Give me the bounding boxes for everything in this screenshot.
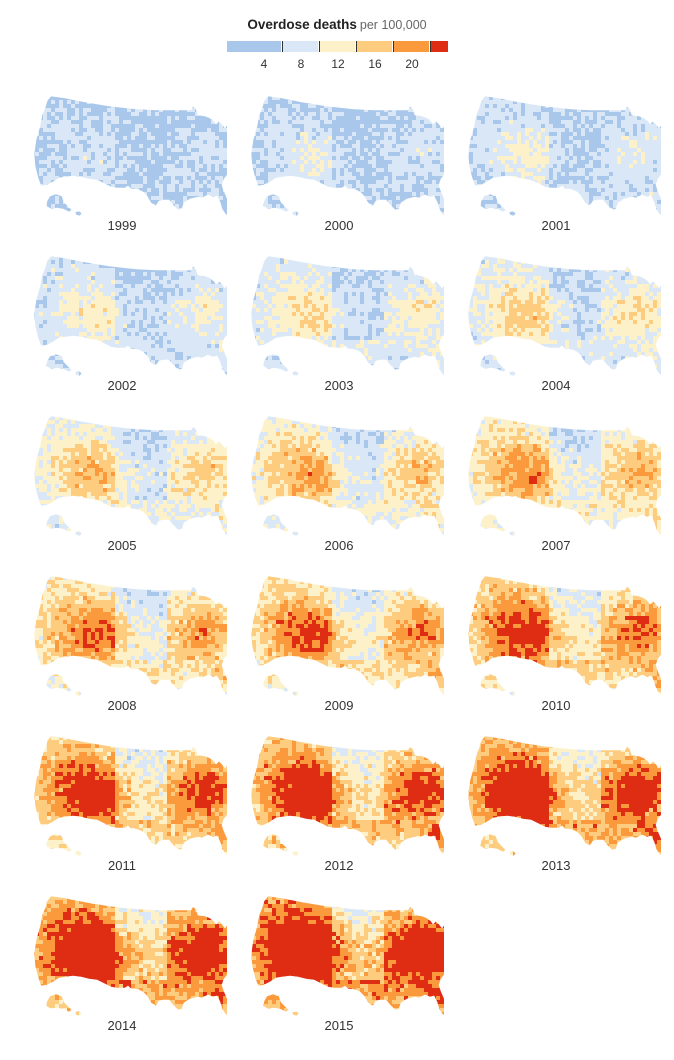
map-panel-2001: 2001 [451, 82, 661, 233]
us-county-map [250, 255, 444, 376]
year-label: 2009 [234, 698, 444, 713]
legend-title: Overdose deaths per 100,000 [0, 17, 674, 32]
map-panel-2008: 2008 [17, 562, 227, 713]
us-county-map [250, 895, 444, 1016]
us-county-map [467, 575, 661, 696]
legend-swatch-1 [282, 41, 319, 52]
us-county-map [467, 95, 661, 216]
legend-swatch-5 [430, 41, 448, 52]
year-label: 2003 [234, 378, 444, 393]
legend-tick-label: 20 [397, 57, 427, 71]
us-county-map [250, 95, 444, 216]
us-county-map [250, 415, 444, 536]
legend-color-bar [227, 41, 448, 52]
us-county-map [250, 575, 444, 696]
year-label: 2004 [451, 378, 661, 393]
us-county-map [467, 735, 661, 856]
map-panel-2006: 2006 [234, 402, 444, 553]
year-label: 2012 [234, 858, 444, 873]
map-panel-2002: 2002 [17, 242, 227, 393]
legend-tick-label: 4 [249, 57, 279, 71]
map-panel-2014: 2014 [17, 882, 227, 1033]
legend-swatch-2 [319, 41, 356, 52]
map-panel-2012: 2012 [234, 722, 444, 873]
map-panel-2013: 2013 [451, 722, 661, 873]
year-label: 2002 [17, 378, 227, 393]
year-label: 2008 [17, 698, 227, 713]
us-county-map [33, 255, 227, 376]
map-panel-2010: 2010 [451, 562, 661, 713]
us-county-map [33, 575, 227, 696]
legend-tick [429, 41, 431, 52]
legend-tick [318, 41, 320, 52]
year-label: 2001 [451, 218, 661, 233]
year-label: 2014 [17, 1018, 227, 1033]
map-panel-2011: 2011 [17, 722, 227, 873]
legend-title-main: Overdose deaths [247, 17, 357, 32]
us-county-map [33, 895, 227, 1016]
legend-swatch-3 [356, 41, 393, 52]
us-county-map [33, 415, 227, 536]
us-county-map [467, 415, 661, 536]
us-county-map [33, 95, 227, 216]
legend-tick-label: 12 [323, 57, 353, 71]
year-label: 2007 [451, 538, 661, 553]
us-county-map [467, 255, 661, 376]
map-panel-2009: 2009 [234, 562, 444, 713]
legend-swatch-4 [393, 41, 430, 52]
us-county-map [33, 735, 227, 856]
map-panel-2007: 2007 [451, 402, 661, 553]
year-label: 2010 [451, 698, 661, 713]
map-panel-2004: 2004 [451, 242, 661, 393]
year-label: 2000 [234, 218, 444, 233]
year-label: 2015 [234, 1018, 444, 1033]
year-label: 1999 [17, 218, 227, 233]
year-label: 2005 [17, 538, 227, 553]
legend-tick [392, 41, 394, 52]
map-panel-2003: 2003 [234, 242, 444, 393]
map-panel-1999: 1999 [17, 82, 227, 233]
legend-tick-label: 16 [360, 57, 390, 71]
year-label: 2006 [234, 538, 444, 553]
us-county-map [250, 735, 444, 856]
legend-tick-label: 8 [286, 57, 316, 71]
map-panel-2005: 2005 [17, 402, 227, 553]
year-label: 2011 [17, 858, 227, 873]
map-panel-2015: 2015 [234, 882, 444, 1033]
legend-tick [281, 41, 283, 52]
legend-swatch-0 [227, 41, 282, 52]
legend-title-unit: per 100,000 [360, 18, 427, 32]
legend-tick [355, 41, 357, 52]
map-panel-2000: 2000 [234, 82, 444, 233]
year-label: 2013 [451, 858, 661, 873]
